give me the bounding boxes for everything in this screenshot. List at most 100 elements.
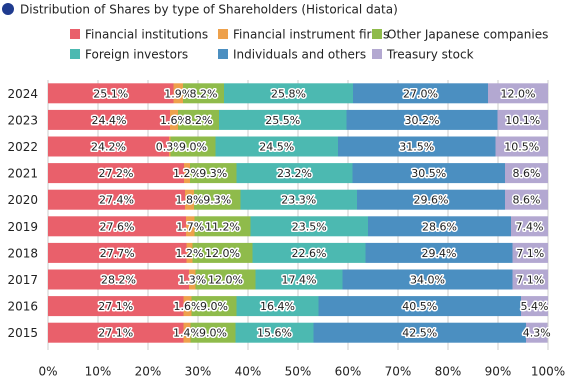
bar-segment	[236, 163, 353, 184]
bar-segment	[313, 322, 526, 343]
bar-segment	[173, 83, 183, 104]
value-label: 25.1%	[93, 87, 128, 100]
y-tick-label: 2021	[7, 167, 38, 181]
legend-swatch	[70, 49, 80, 59]
value-label: 1.6%	[160, 114, 188, 127]
bar-segment	[48, 242, 187, 263]
bar-segment	[365, 242, 513, 263]
value-label: 1.9%	[164, 87, 192, 100]
x-tick-label: 50%	[285, 365, 312, 379]
bar-segment	[170, 136, 216, 157]
value-label: 10.1%	[505, 114, 540, 127]
y-tick-label: 2016	[7, 300, 38, 314]
value-label: 24.4%	[92, 114, 127, 127]
x-tick-label: 80%	[435, 365, 462, 379]
bar-segment	[48, 296, 184, 317]
value-label: 27.6%	[100, 220, 135, 233]
x-tick-label: 90%	[485, 365, 512, 379]
value-label: 9.0%	[199, 327, 227, 340]
bar-segment	[497, 109, 548, 130]
legend-swatch	[70, 29, 80, 39]
value-label: 27.4%	[99, 194, 134, 207]
x-tick-label: 20%	[135, 365, 162, 379]
bar-segment	[215, 136, 338, 157]
y-tick-label: 2019	[7, 220, 38, 234]
value-label: 1.3%	[178, 274, 206, 287]
value-label: 27.2%	[99, 167, 134, 180]
bar-segment	[194, 216, 251, 237]
chart-title: Distribution of Shares by type of Shareh…	[20, 3, 398, 17]
bar-segment	[183, 322, 191, 343]
bar-segment	[526, 322, 548, 343]
value-label: 8.6%	[513, 167, 541, 180]
value-label: 27.7%	[100, 247, 135, 260]
bar-segment	[505, 189, 548, 210]
value-label: 7.4%	[516, 220, 544, 233]
bar-segment	[338, 136, 496, 157]
value-label: 7.1%	[516, 247, 544, 260]
value-label: 1.7%	[176, 220, 204, 233]
bar-segment	[252, 242, 366, 263]
bar-segment	[184, 163, 190, 184]
legend-swatch	[372, 29, 382, 39]
value-label: 34.0%	[410, 274, 445, 287]
value-label: 1.8%	[176, 194, 204, 207]
bar-segment	[357, 189, 505, 210]
value-label: 5.4%	[521, 300, 549, 313]
bar-segment	[255, 269, 343, 290]
bar-segment	[521, 296, 548, 317]
value-label: 1.2%	[173, 167, 201, 180]
bar-segment	[170, 109, 178, 130]
bar-segment	[512, 269, 548, 290]
value-label: 8.6%	[513, 194, 541, 207]
legend-label: Individuals and others	[233, 48, 366, 62]
x-tick-label: 40%	[235, 365, 262, 379]
value-label: 23.5%	[292, 220, 327, 233]
x-tick-label: 0%	[38, 365, 57, 379]
x-tick-label: 70%	[385, 365, 412, 379]
y-tick-label: 2024	[7, 87, 38, 101]
value-label: 12.0%	[208, 274, 243, 287]
bar-segment	[512, 242, 548, 263]
x-tick-label: 100%	[531, 365, 565, 379]
value-label: 1.2%	[176, 247, 204, 260]
value-label: 28.6%	[422, 220, 457, 233]
bar-segment	[194, 189, 241, 210]
value-label: 9.0%	[200, 300, 228, 313]
bar-segment	[240, 189, 357, 210]
value-label: 29.4%	[422, 247, 457, 260]
bar-segment	[186, 216, 195, 237]
legend-swatch	[218, 29, 228, 39]
x-tick-label: 30%	[185, 365, 212, 379]
legend-label: Foreign investors	[85, 48, 188, 62]
bar-segment	[48, 109, 170, 130]
bar-segment	[346, 109, 498, 130]
value-label: 31.5%	[399, 141, 434, 154]
value-label: 8.2%	[185, 114, 213, 127]
bar-segment	[190, 163, 237, 184]
y-tick-label: 2022	[7, 140, 38, 154]
bar-segment	[48, 83, 174, 104]
value-label: 25.8%	[271, 87, 306, 100]
bar-segment	[195, 269, 256, 290]
value-label: 27.1%	[98, 327, 133, 340]
value-label: 17.4%	[282, 274, 317, 287]
bar-segment	[250, 216, 368, 237]
bar-segment	[224, 83, 353, 104]
bar-segment	[495, 136, 548, 157]
legend-swatch	[218, 49, 228, 59]
bar-segment	[505, 163, 548, 184]
value-label: 9.0%	[179, 141, 207, 154]
bar-segment	[169, 136, 171, 157]
bar-segment	[235, 322, 314, 343]
value-label: 10.5%	[504, 141, 539, 154]
value-label: 42.5%	[402, 327, 437, 340]
x-tick-label: 60%	[335, 365, 362, 379]
bar-segment	[48, 322, 184, 343]
value-label: 1.4%	[173, 327, 201, 340]
value-label: 8.2%	[190, 87, 218, 100]
bar-segment	[48, 269, 189, 290]
bar-segment	[189, 269, 196, 290]
value-label: 27.1%	[98, 300, 133, 313]
value-label: 24.2%	[91, 141, 126, 154]
